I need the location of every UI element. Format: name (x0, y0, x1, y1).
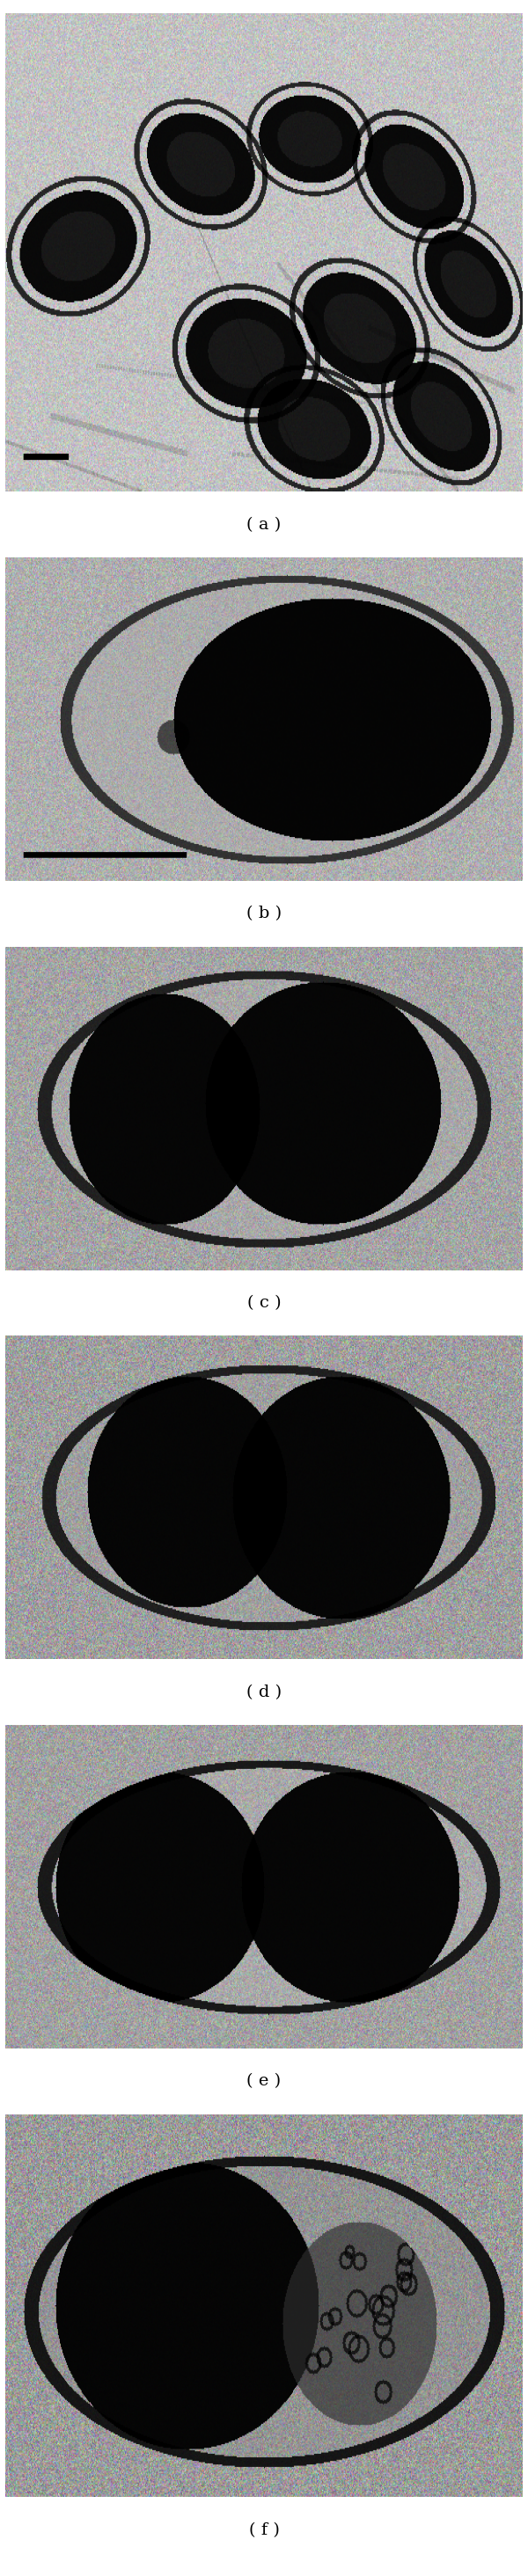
Text: ( f ): ( f ) (249, 2522, 279, 2537)
Text: ( d ): ( d ) (247, 1685, 281, 1700)
Text: ( a ): ( a ) (247, 518, 281, 533)
Text: ( c ): ( c ) (247, 1296, 281, 1311)
Text: ( b ): ( b ) (247, 907, 281, 922)
Text: ( e ): ( e ) (247, 2074, 281, 2089)
